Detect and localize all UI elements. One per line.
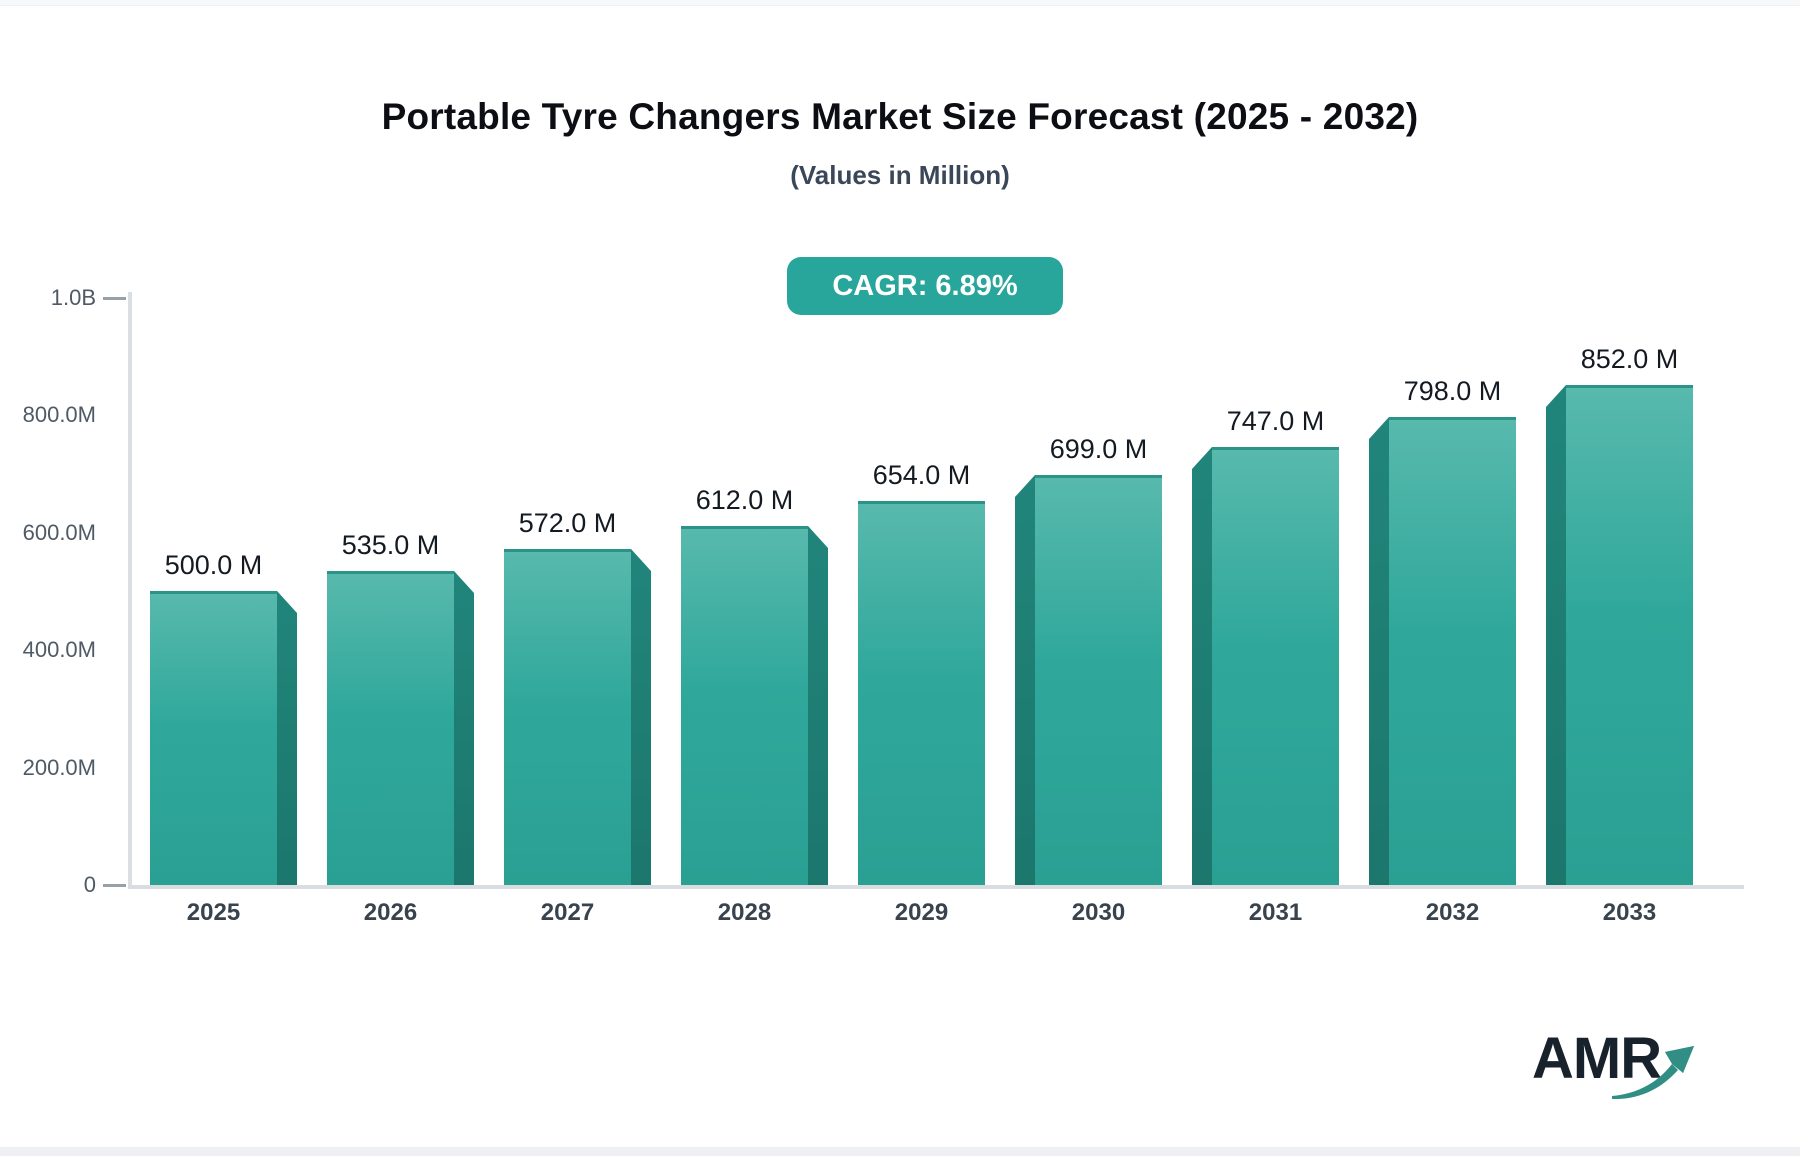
bar-value-label: 654.0 M bbox=[872, 460, 971, 490]
bar-value-label: 852.0 M bbox=[1580, 344, 1679, 374]
cagr-badge: CAGR: 6.89% bbox=[787, 257, 1063, 315]
bar-side bbox=[808, 526, 828, 885]
chart-title: Portable Tyre Changers Market Size Forec… bbox=[381, 96, 1419, 137]
bar-side bbox=[1015, 475, 1035, 885]
bar-2031 bbox=[1192, 447, 1339, 885]
x-axis-label: 2031 bbox=[1248, 899, 1303, 926]
y-axis-tick bbox=[103, 297, 126, 300]
bar-face bbox=[504, 549, 631, 885]
bar-face bbox=[858, 501, 985, 885]
bar-2032 bbox=[1369, 417, 1516, 885]
chart-subtitle: (Values in Million) bbox=[790, 160, 1010, 190]
bar-value-label: 747.0 M bbox=[1226, 406, 1325, 436]
y-axis-label: 400.0M bbox=[22, 637, 96, 663]
x-axis-label: 2027 bbox=[540, 899, 595, 926]
bar-2029 bbox=[858, 501, 985, 885]
y-axis-label: 200.0M bbox=[22, 754, 96, 780]
bar-value-label: 535.0 M bbox=[341, 530, 440, 560]
bar-face bbox=[1389, 417, 1516, 885]
y-axis-label: 1.0B bbox=[50, 285, 96, 310]
bar-2033 bbox=[1546, 385, 1693, 885]
bar-side bbox=[1192, 447, 1212, 885]
y-axis-label: 0 bbox=[83, 872, 96, 897]
bar-2026 bbox=[327, 571, 474, 885]
top-edge-strip bbox=[0, 0, 1800, 6]
bar-2025 bbox=[150, 591, 297, 885]
bar-side bbox=[277, 591, 297, 885]
y-axis-tick bbox=[103, 884, 126, 887]
bar-value-label: 500.0 M bbox=[164, 550, 263, 580]
bar-face bbox=[1566, 385, 1693, 885]
x-axis-line bbox=[128, 885, 1744, 889]
bar-2030 bbox=[1015, 475, 1162, 885]
bar-value-label: 572.0 M bbox=[518, 508, 617, 538]
y-axis-label: 600.0M bbox=[22, 519, 96, 545]
bottom-edge-strip bbox=[0, 1147, 1800, 1156]
bar-value-label: 612.0 M bbox=[695, 485, 794, 515]
bar-face bbox=[1035, 475, 1162, 885]
bar-value-label: 798.0 M bbox=[1403, 376, 1502, 406]
bar-face bbox=[681, 526, 808, 885]
x-axis-label: 2032 bbox=[1425, 899, 1480, 926]
bar-face bbox=[150, 591, 277, 885]
bar-face bbox=[327, 571, 454, 885]
bar-side bbox=[1546, 385, 1566, 885]
bar-2028 bbox=[681, 526, 828, 885]
x-axis-label: 2030 bbox=[1071, 899, 1126, 926]
logo-text: AMR bbox=[1532, 1026, 1662, 1091]
y-axis-label: 800.0M bbox=[22, 402, 96, 428]
x-axis-label: 2033 bbox=[1602, 899, 1657, 926]
growth-arrow-icon bbox=[1612, 1046, 1694, 1100]
x-axis-label: 2025 bbox=[186, 899, 241, 926]
x-axis-label: 2028 bbox=[717, 899, 772, 926]
bar-2027 bbox=[504, 549, 651, 885]
y-axis-line bbox=[128, 292, 132, 889]
x-axis-label: 2029 bbox=[894, 899, 949, 926]
bar-side bbox=[631, 549, 651, 885]
bar-value-label: 699.0 M bbox=[1049, 434, 1148, 464]
bar-side bbox=[1369, 417, 1389, 885]
bar-side bbox=[454, 571, 474, 885]
bar-face bbox=[1212, 447, 1339, 885]
x-axis-label: 2026 bbox=[363, 899, 418, 926]
